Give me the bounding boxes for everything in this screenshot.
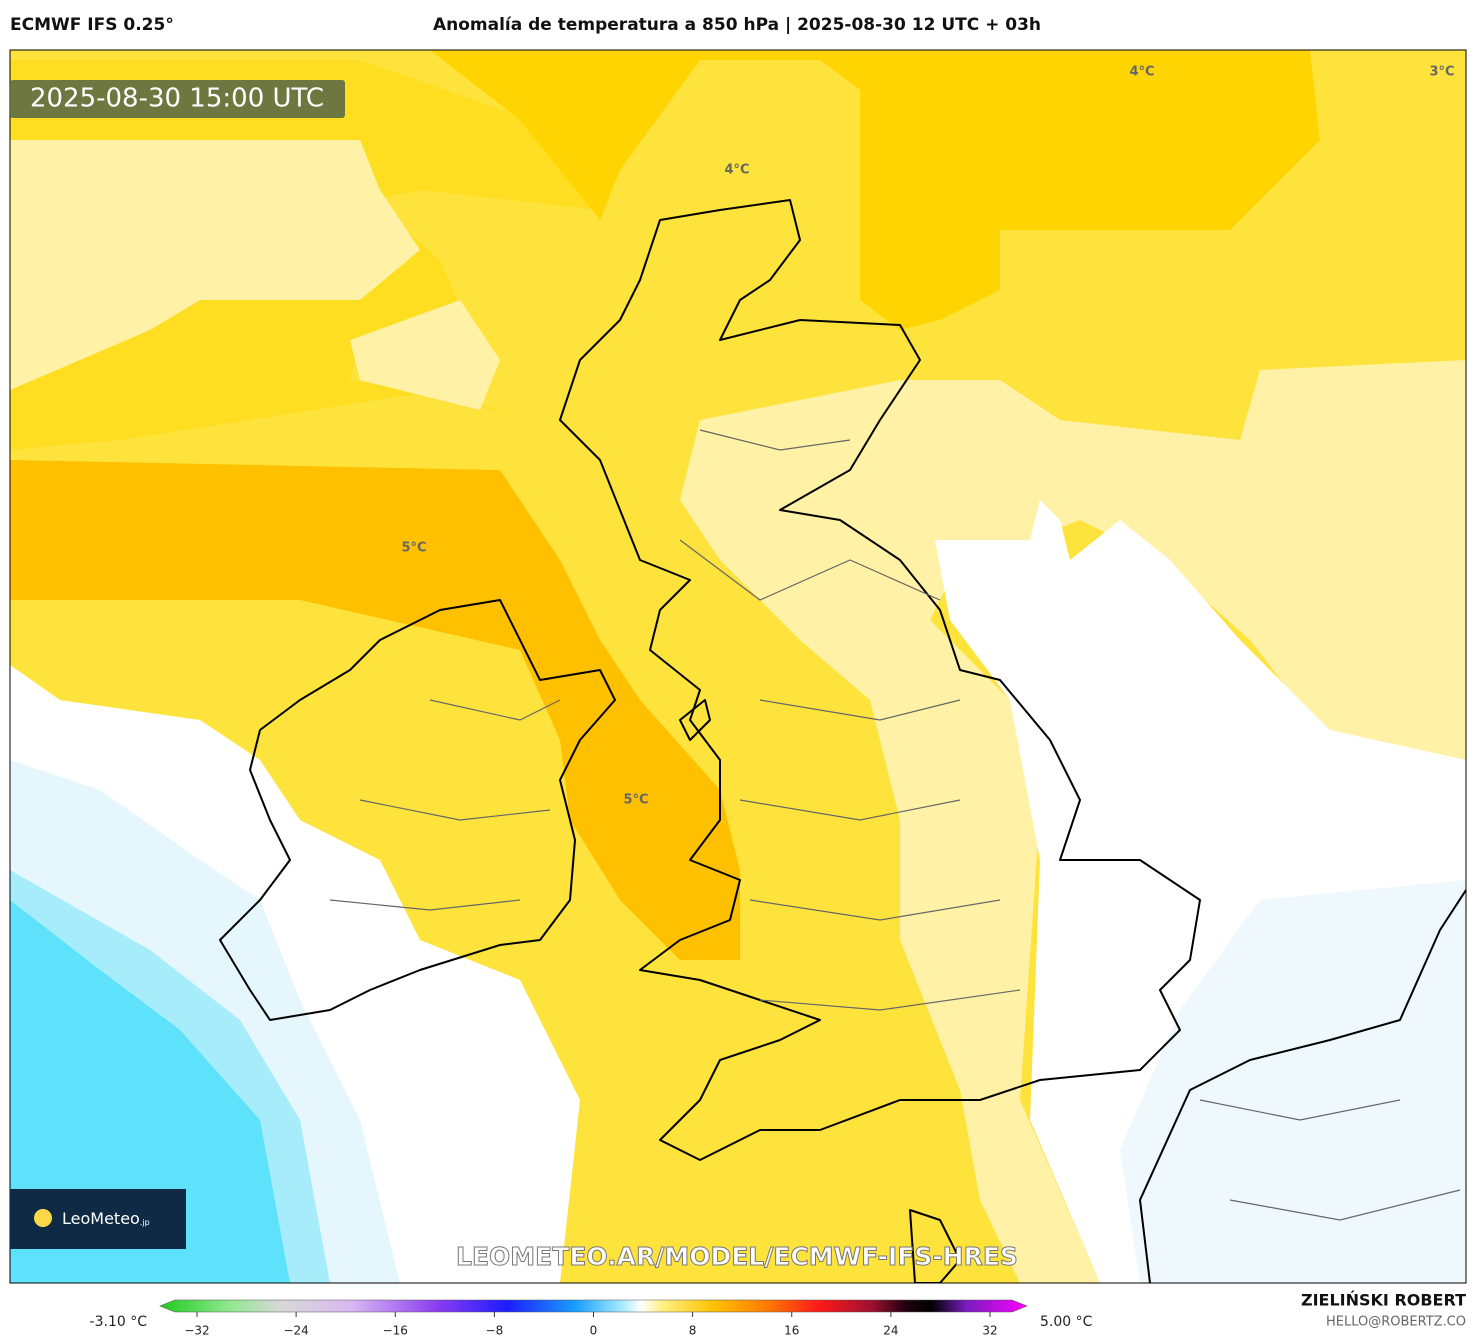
- colorbar-tick-label: 0: [590, 1324, 598, 1338]
- contour-label: 5°C: [401, 541, 426, 556]
- colorbar-min: -3.10 °C: [90, 1314, 148, 1330]
- author: ZIELIŃSKI ROBERT: [1301, 1291, 1466, 1310]
- contour-label: 4°C: [724, 163, 749, 178]
- contour-label: 3°C: [1429, 65, 1454, 80]
- colorbar-tick-label: −32: [184, 1324, 209, 1338]
- coastline-britain: [559, 199, 1201, 1161]
- field-light-blue-east: [1120, 880, 1466, 1283]
- field-5c: [10, 460, 740, 960]
- colorbar-tick-label: −16: [383, 1324, 408, 1338]
- logo-brand-name: LeoMeteo: [62, 1209, 140, 1228]
- coastline-isle-of-man: [679, 699, 711, 741]
- logo-brand-suffix: .jp: [140, 1218, 150, 1227]
- colorbar-tick-label: 16: [784, 1324, 799, 1338]
- colorbar-tick-label: 24: [883, 1324, 898, 1338]
- field-4c: [380, 50, 1320, 330]
- valid-time: 2025-08-30 15:00 UTC: [30, 84, 324, 114]
- logo-brand: LeoMeteo.jp: [62, 1209, 150, 1228]
- coastline-ireland: [219, 599, 616, 1021]
- coastline-continent: [1139, 889, 1466, 1283]
- map-title: Anomalía de temperatura a 850 hPa | 2025…: [433, 15, 1041, 35]
- author-email: HELLO@ROBERTZ.CO: [1326, 1315, 1466, 1330]
- timestamp-box: [10, 80, 345, 118]
- colorbar-tick-label: −8: [486, 1324, 504, 1338]
- model-name: ECMWF IFS 0.25°: [10, 15, 174, 35]
- coastline-channel-island: [909, 1209, 961, 1283]
- map-area: [10, 50, 1466, 1283]
- colorbar-max: 5.00 °C: [1040, 1314, 1093, 1330]
- watermark: LEOMETEO.AR/MODEL/ECMWF-IFS-HRES: [456, 1242, 1018, 1271]
- contour-label: 5°C: [623, 793, 648, 808]
- field-cyan: [10, 900, 290, 1283]
- field-pale: [350, 300, 500, 410]
- colorbar-ticks: −32 −24 −16 −8 0 8 16 24 32: [184, 1312, 998, 1338]
- colorbar-tick-label: 32: [982, 1324, 997, 1338]
- contour-label: 4°C: [1129, 65, 1154, 80]
- logo-sun: [34, 1209, 52, 1227]
- map-frame: [9, 49, 1467, 1284]
- colorbar-tick-label: −24: [283, 1324, 308, 1338]
- colorbar-tick-label: 8: [689, 1324, 697, 1338]
- field-pale-east: [680, 360, 1466, 1283]
- colorbar: [159, 1299, 1028, 1313]
- field-pale: [10, 140, 420, 390]
